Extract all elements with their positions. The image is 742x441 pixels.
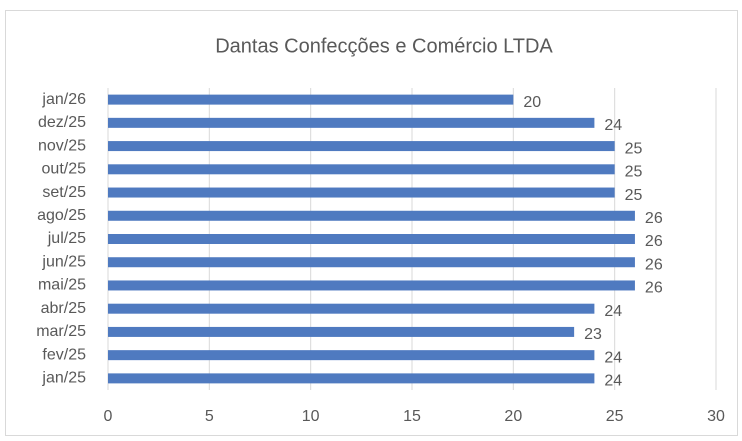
data-label: 26 bbox=[645, 233, 663, 250]
y-tick-label: abr/25 bbox=[41, 300, 86, 317]
data-label: 25 bbox=[625, 140, 643, 157]
x-tick-label: 0 bbox=[104, 408, 113, 425]
data-label: 24 bbox=[604, 117, 622, 134]
data-label: 25 bbox=[625, 164, 643, 181]
y-tick-label: mai/25 bbox=[38, 277, 86, 294]
data-label: 26 bbox=[645, 280, 663, 297]
y-tick-label: fev/25 bbox=[42, 346, 86, 363]
bar bbox=[108, 117, 595, 128]
x-tick-label: 25 bbox=[606, 408, 624, 425]
data-label: 24 bbox=[604, 349, 622, 366]
data-label: 24 bbox=[604, 373, 622, 390]
y-tick-label: jan/25 bbox=[41, 370, 86, 387]
bar bbox=[108, 257, 635, 268]
chart-border bbox=[5, 10, 738, 436]
data-label: 24 bbox=[604, 303, 622, 320]
x-tick-label: 30 bbox=[707, 408, 725, 425]
y-tick-label: set/25 bbox=[42, 184, 86, 201]
bar bbox=[108, 210, 635, 221]
bar bbox=[108, 373, 595, 384]
data-label: 26 bbox=[645, 256, 663, 273]
y-tick-label: dez/25 bbox=[38, 114, 86, 131]
data-label: 20 bbox=[523, 94, 541, 111]
data-label: 23 bbox=[584, 326, 602, 343]
bar bbox=[108, 303, 595, 314]
y-tick-label: jun/25 bbox=[41, 253, 86, 270]
bar bbox=[108, 187, 615, 198]
data-label: 25 bbox=[625, 187, 643, 204]
bar bbox=[108, 350, 595, 361]
x-tick-label: 20 bbox=[504, 408, 522, 425]
y-tick-label: jul/25 bbox=[47, 230, 86, 247]
bar bbox=[108, 94, 514, 105]
y-tick-label: ago/25 bbox=[37, 207, 86, 224]
bar bbox=[108, 164, 615, 175]
y-tick-label: jan/26 bbox=[41, 91, 86, 108]
y-tick-label: nov/25 bbox=[38, 137, 86, 154]
bar bbox=[108, 141, 615, 152]
x-tick-label: 10 bbox=[302, 408, 320, 425]
x-tick-label: 5 bbox=[205, 408, 214, 425]
x-tick-label: 15 bbox=[403, 408, 421, 425]
data-label: 26 bbox=[645, 210, 663, 227]
y-tick-label: mar/25 bbox=[36, 323, 86, 340]
chart-title: Dantas Confecções e Comércio LTDA bbox=[215, 35, 553, 57]
y-tick-label: out/25 bbox=[42, 161, 87, 178]
bar bbox=[108, 234, 635, 244]
bar bbox=[108, 280, 635, 291]
bar bbox=[108, 326, 575, 337]
